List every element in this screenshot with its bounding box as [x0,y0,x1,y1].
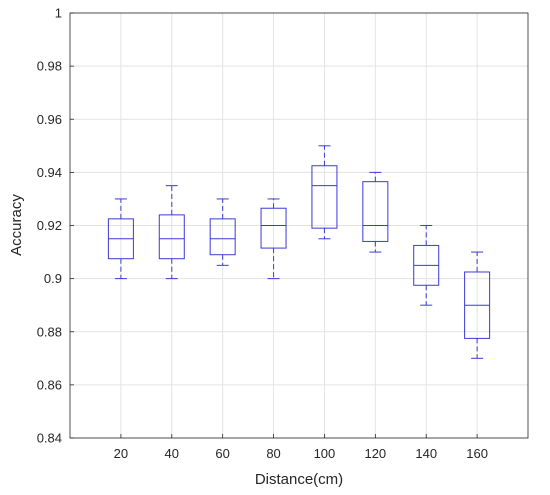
box-160 [464,251,491,359]
box-140 [413,225,440,306]
x-tick-label: 40 [165,446,179,461]
x-tick-label: 20 [114,446,128,461]
x-tick-label: 60 [215,446,229,461]
box-60 [209,198,236,266]
y-tick-label: 0.86 [37,377,62,392]
y-tick-label: 0.88 [37,324,62,339]
x-tick-label: 100 [314,446,336,461]
y-tick-label: 0.92 [37,218,62,233]
box-40 [158,185,185,280]
y-tick-label: 0.98 [37,59,62,74]
boxes [107,145,491,359]
box-iqr [311,165,338,229]
box-iqr [158,214,185,260]
x-tick-label: 120 [364,446,386,461]
box-100 [311,145,338,240]
box-iqr [260,207,287,249]
box-iqr [362,181,389,242]
x-tick-label: 80 [266,446,280,461]
x-tick-label: 160 [466,446,488,461]
y-axis-label: Accuracy [8,194,25,256]
x-tick-label: 140 [415,446,437,461]
box-iqr [209,218,236,256]
box-120 [362,171,389,253]
x-axis-label: Distance(cm) [255,471,343,488]
box-20 [107,198,134,280]
y-tick-label: 0.9 [44,271,62,286]
box-80 [260,198,287,280]
y-tick-label: 0.96 [37,112,62,127]
y-tick-label: 1 [55,6,62,21]
y-tick-label: 0.84 [37,431,62,446]
y-tick-label: 0.94 [37,165,62,180]
